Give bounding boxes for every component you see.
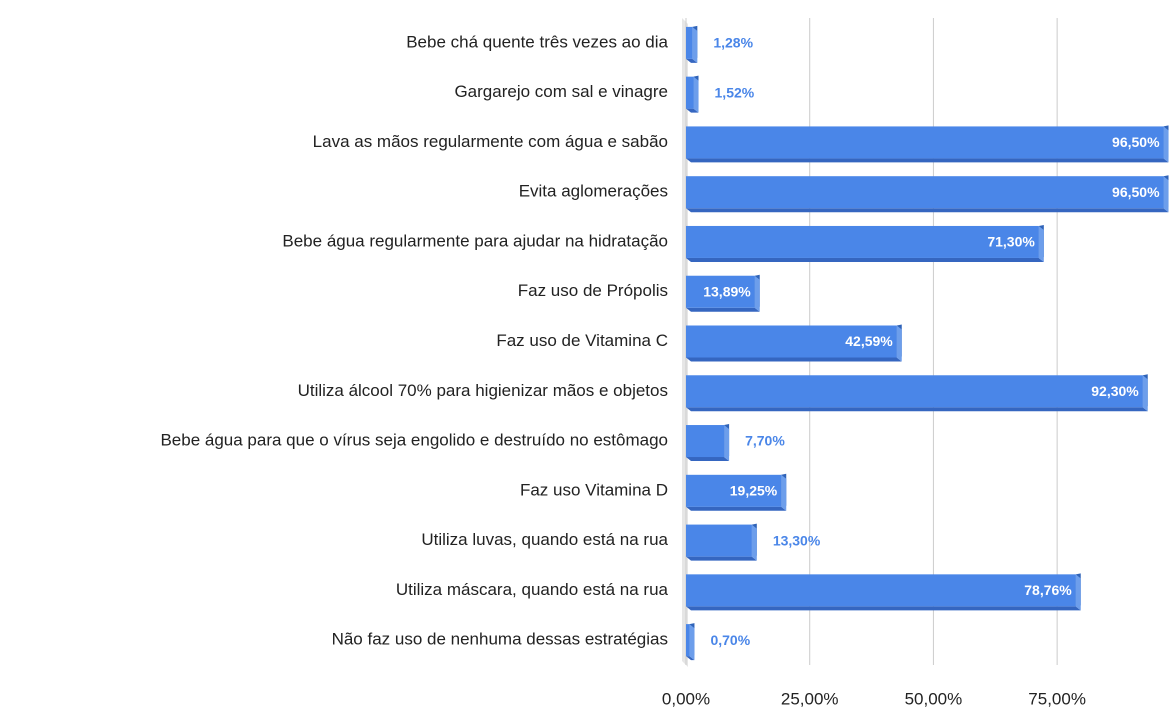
bar-right bbox=[1142, 375, 1148, 412]
bar-right bbox=[689, 624, 695, 661]
bar-right bbox=[1163, 176, 1169, 213]
category-label: Evita aglomerações bbox=[519, 182, 668, 201]
bar-bottom bbox=[686, 457, 730, 462]
bar bbox=[686, 176, 1164, 209]
category-label: Utiliza álcool 70% para higienizar mãos … bbox=[298, 381, 668, 400]
bar bbox=[686, 524, 752, 557]
bar-right bbox=[896, 325, 902, 362]
category-label: Utiliza máscara, quando está na rua bbox=[396, 580, 669, 599]
value-label: 96,50% bbox=[1112, 134, 1160, 150]
value-label: 96,50% bbox=[1112, 184, 1160, 200]
bar-bottom bbox=[686, 208, 1169, 213]
category-label: Faz uso de Própolis bbox=[518, 281, 668, 300]
bar-right bbox=[1038, 225, 1044, 262]
category-label: Lava as mãos regularmente com água e sab… bbox=[313, 132, 668, 151]
category-label: Faz uso Vitamina D bbox=[520, 480, 668, 499]
value-label: 71,30% bbox=[987, 234, 1035, 250]
bar bbox=[686, 474, 782, 507]
bar-right bbox=[693, 76, 699, 113]
bar-right bbox=[781, 474, 787, 511]
x-tick-label: 50,00% bbox=[905, 689, 963, 708]
bar-right bbox=[754, 275, 760, 312]
x-tick-label: 75,00% bbox=[1028, 689, 1086, 708]
category-label: Não faz uso de nenhuma dessas estratégia… bbox=[332, 630, 668, 649]
x-tick-label: 25,00% bbox=[781, 689, 839, 708]
bar-bottom bbox=[686, 556, 757, 561]
bar bbox=[686, 26, 693, 59]
bar bbox=[686, 275, 755, 308]
bar bbox=[686, 76, 694, 109]
value-label: 42,59% bbox=[845, 333, 893, 349]
category-label: Faz uso de Vitamina C bbox=[496, 331, 668, 350]
bar-bottom bbox=[686, 108, 699, 113]
bar-bottom bbox=[686, 357, 902, 362]
category-label: Bebe chá quente três vezes ao dia bbox=[406, 32, 668, 51]
value-label: 78,76% bbox=[1024, 582, 1072, 598]
bar bbox=[686, 574, 1076, 607]
category-label: Bebe água para que o vírus seja engolido… bbox=[160, 431, 668, 450]
bar bbox=[686, 225, 1039, 258]
value-label: 1,28% bbox=[713, 35, 753, 51]
value-label: 7,70% bbox=[745, 433, 785, 449]
value-label: 19,25% bbox=[730, 483, 778, 499]
value-label: 0,70% bbox=[710, 632, 750, 648]
bar bbox=[686, 325, 897, 358]
bar-right bbox=[692, 26, 698, 63]
bar-bottom bbox=[686, 257, 1044, 262]
bar-right bbox=[1075, 574, 1081, 611]
bar-bottom bbox=[686, 656, 695, 661]
value-label: 92,30% bbox=[1091, 383, 1139, 399]
category-label: Gargarejo com sal e vinagre bbox=[454, 82, 668, 101]
bar-bottom bbox=[686, 158, 1169, 163]
category-label: Utiliza luvas, quando está na rua bbox=[421, 530, 668, 549]
bar-bottom bbox=[686, 307, 760, 312]
bar-right bbox=[724, 425, 730, 462]
bar bbox=[686, 375, 1143, 408]
bar bbox=[686, 425, 725, 458]
bar-right bbox=[1163, 126, 1169, 163]
category-label: Bebe água regularmente para ajudar na hi… bbox=[282, 231, 668, 250]
bar-bottom bbox=[686, 58, 698, 63]
x-tick-label: 0,00% bbox=[662, 689, 710, 708]
bar-bottom bbox=[686, 407, 1148, 412]
bar-bottom bbox=[686, 606, 1081, 611]
bar-right bbox=[751, 524, 757, 561]
value-label: 13,30% bbox=[773, 532, 821, 548]
bar bbox=[686, 126, 1164, 159]
value-label: 1,52% bbox=[715, 84, 755, 100]
bar-bottom bbox=[686, 506, 787, 511]
bar bbox=[686, 624, 690, 657]
value-label: 13,89% bbox=[703, 283, 751, 299]
